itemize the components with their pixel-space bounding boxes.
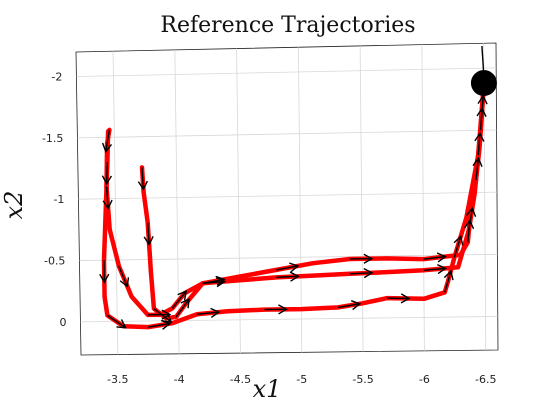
goal-arrow [481, 45, 485, 78]
direction-arrow [276, 271, 300, 282]
direction-arrow [101, 129, 113, 154]
grid-line-x [112, 51, 119, 355]
direction-arrow [476, 106, 487, 131]
direction-arrow [196, 307, 221, 318]
direction-arrow [474, 131, 485, 156]
plot-area [75, 42, 499, 356]
y-tick-label: -1.5 [42, 132, 63, 145]
y-tick-labels: -2 -1.5 -1 -0.5 0 [42, 71, 67, 329]
goal-marker-group [470, 45, 497, 97]
direction-arrow [337, 300, 362, 311]
x-axis-label: x1 [253, 375, 282, 403]
direction-arrow [147, 319, 172, 330]
chart-title: Reference Trajectories [160, 13, 415, 38]
grid-line-y [77, 129, 497, 139]
direction-arrow [106, 314, 127, 329]
direction-arrow [350, 268, 374, 279]
direction-arrow [423, 263, 448, 275]
y-axis-label: x2 [0, 191, 28, 220]
x-tick-label: -6.5 [475, 373, 496, 386]
direction-arrow [453, 234, 464, 258]
x-tick-label: -5 [296, 373, 307, 386]
direction-arrow [202, 277, 227, 288]
direction-arrow [349, 253, 374, 264]
direction-arrow [99, 260, 110, 284]
direction-arrow [175, 297, 190, 318]
direction-arrow [171, 290, 188, 309]
y-tick-label: -1 [53, 193, 64, 206]
grid-line-x [359, 45, 364, 352]
grid-line-y [78, 191, 497, 200]
x-tick-label: -4.5 [230, 373, 251, 386]
y-tick-label: -0.5 [44, 255, 65, 268]
direction-arrow [472, 156, 483, 181]
x-tick-label: -3.5 [107, 373, 128, 386]
goal-marker [470, 70, 497, 97]
trajectory-line-2 [139, 80, 487, 321]
direction-arrow [137, 167, 149, 191]
x-tick-label: -6 [419, 373, 430, 386]
grid-line-y [80, 316, 498, 323]
direction-arrow [143, 222, 154, 247]
direction-arrow [118, 265, 130, 288]
direction-arrow [443, 269, 454, 293]
x-tick-labels: -3.5 -4 -4.5 -5 -5.5 -6 -6.5 [107, 373, 496, 386]
x-tick-label: -5.5 [352, 373, 373, 386]
grid-line-y [76, 67, 497, 77]
x-tick-label: -4 [174, 373, 185, 386]
direction-arrow [101, 161, 113, 186]
direction-arrow [387, 293, 411, 304]
y-tick-label: 0 [59, 316, 66, 329]
direction-arrow [423, 252, 447, 263]
grid-line-x [297, 47, 303, 353]
direction-arrow [102, 186, 113, 210]
grid-line-x [236, 48, 241, 354]
direction-arrow [276, 262, 300, 273]
direction-arrow [466, 206, 477, 230]
direction-arrow [264, 304, 288, 315]
direction-arrows [99, 94, 488, 330]
y-tick-label: -2 [51, 71, 62, 84]
